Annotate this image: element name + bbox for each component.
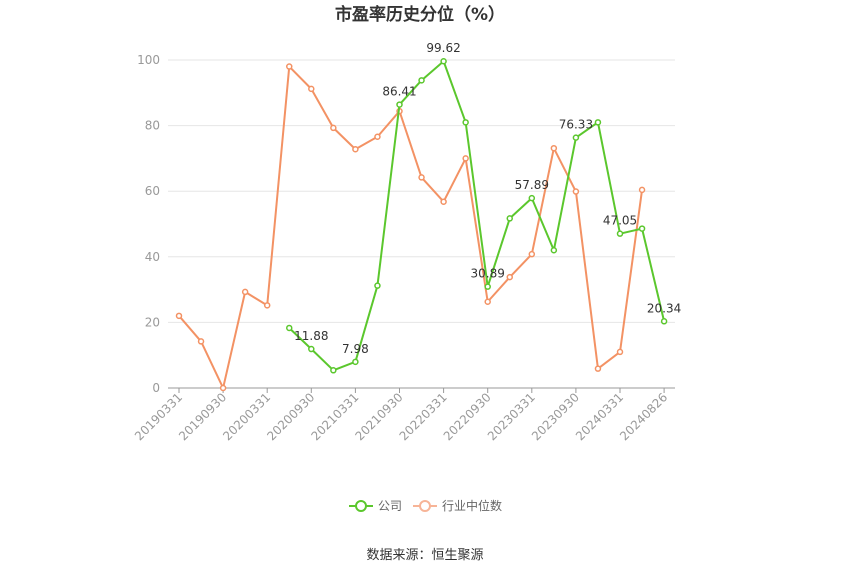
data-point-company[interactable] xyxy=(396,101,403,108)
data-point-industry[interactable] xyxy=(352,145,359,153)
data-label: 20.34 xyxy=(647,301,681,315)
data-label: 76.33 xyxy=(559,118,593,132)
data-point-industry[interactable] xyxy=(484,298,491,305)
legend-industry-marker xyxy=(419,500,431,512)
y-tick-label: 40 xyxy=(145,250,160,264)
data-label: 11.88 xyxy=(294,329,328,343)
data-point-company[interactable] xyxy=(418,77,425,84)
x-tick-label: 20240826 xyxy=(617,390,670,443)
axes: 0204060801002019033120190930202003312020… xyxy=(132,53,675,443)
data-label: 30.89 xyxy=(471,267,505,281)
y-tick-label: 80 xyxy=(145,119,160,133)
data-point-company[interactable] xyxy=(374,282,381,289)
data-point-industry[interactable] xyxy=(462,155,469,162)
data-point-industry[interactable] xyxy=(440,198,447,205)
data-point-industry[interactable] xyxy=(330,124,337,132)
data-point-company[interactable] xyxy=(550,246,558,254)
data-point-company[interactable] xyxy=(352,358,359,366)
data-point-industry[interactable] xyxy=(374,133,381,141)
legend-item-industry[interactable]: 行业中位数 xyxy=(413,498,502,513)
data-label: 7.98 xyxy=(342,342,369,356)
y-tick-label: 0 xyxy=(152,381,160,395)
data-point-industry[interactable] xyxy=(594,365,602,372)
data-point-industry[interactable] xyxy=(616,348,624,356)
data-point-industry[interactable] xyxy=(241,288,249,296)
data-point-company[interactable] xyxy=(308,345,315,353)
data-point-industry[interactable] xyxy=(263,302,271,309)
legend-industry-label: 行业中位数 xyxy=(442,498,502,513)
legend[interactable]: 公司 行业中位数 xyxy=(349,498,502,513)
data-point-company[interactable] xyxy=(440,57,447,65)
series-line-company xyxy=(288,60,666,372)
data-labels: 11.88 7.98 86.41 99.62 30.89 57.89 76.33 47.05 2… xyxy=(294,41,681,356)
data-point-company[interactable] xyxy=(462,119,469,126)
data-label: 99.62 xyxy=(426,41,460,55)
data-label: 86.41 xyxy=(382,85,416,99)
grid-lines xyxy=(168,59,675,323)
data-point-industry[interactable] xyxy=(506,273,513,281)
series-layer xyxy=(175,57,668,392)
legend-item-company[interactable]: 公司 xyxy=(349,499,402,513)
data-label: 47.05 xyxy=(603,214,637,228)
data-point-company[interactable] xyxy=(638,225,646,232)
data-point-industry[interactable] xyxy=(638,186,646,194)
legend-company-label: 公司 xyxy=(378,499,402,513)
data-source: 数据来源：恒生聚源 xyxy=(366,548,483,563)
series-line-industry xyxy=(178,65,644,389)
data-point-company[interactable] xyxy=(506,215,513,222)
y-tick-label: 100 xyxy=(137,53,160,67)
data-point-industry[interactable] xyxy=(219,384,227,392)
data-point-company[interactable] xyxy=(572,134,580,141)
data-point-industry[interactable] xyxy=(528,250,536,258)
data-point-industry[interactable] xyxy=(572,188,580,195)
data-point-industry[interactable] xyxy=(286,63,293,70)
data-point-industry[interactable] xyxy=(550,144,558,152)
data-point-industry[interactable] xyxy=(418,174,425,181)
data-point-company[interactable] xyxy=(528,194,536,202)
data-point-company[interactable] xyxy=(594,119,602,126)
y-tick-label: 60 xyxy=(145,184,160,198)
data-point-company[interactable] xyxy=(286,324,293,332)
data-point-company[interactable] xyxy=(616,230,624,237)
data-point-industry[interactable] xyxy=(308,85,315,93)
data-point-industry[interactable] xyxy=(175,312,183,320)
legend-company-marker xyxy=(355,500,367,512)
data-label: 57.89 xyxy=(515,178,549,192)
data-point-industry[interactable] xyxy=(197,338,205,345)
y-tick-label: 20 xyxy=(145,315,160,329)
data-point-company[interactable] xyxy=(660,318,668,325)
chart-title: 市盈率历史分位（%） xyxy=(335,4,505,25)
data-point-company[interactable] xyxy=(484,283,491,290)
data-point-company[interactable] xyxy=(330,367,337,374)
